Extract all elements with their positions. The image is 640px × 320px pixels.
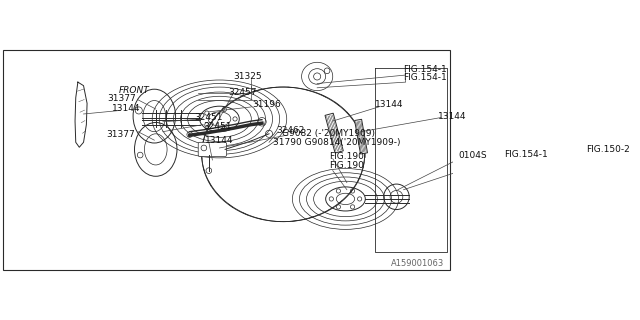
Polygon shape bbox=[355, 119, 367, 154]
Text: 31377: 31377 bbox=[106, 130, 135, 139]
Text: FIG.150-2: FIG.150-2 bbox=[586, 145, 630, 154]
Text: 32457: 32457 bbox=[228, 88, 257, 97]
Text: 32451: 32451 bbox=[203, 122, 232, 131]
Text: 31196: 31196 bbox=[253, 100, 282, 109]
Text: 32462: 32462 bbox=[276, 126, 305, 135]
Text: 13144: 13144 bbox=[375, 100, 404, 109]
Text: FIG.190: FIG.190 bbox=[329, 152, 364, 161]
Text: FIG.154-1: FIG.154-1 bbox=[404, 65, 447, 74]
Text: G9082 (-'20MY1909): G9082 (-'20MY1909) bbox=[282, 129, 375, 138]
Text: FIG.190: FIG.190 bbox=[329, 161, 364, 170]
Text: 31325: 31325 bbox=[234, 72, 262, 81]
Polygon shape bbox=[75, 82, 87, 147]
Text: 31790 G90814('20MY1909-): 31790 G90814('20MY1909-) bbox=[273, 138, 400, 147]
Text: 13144: 13144 bbox=[205, 136, 234, 145]
Text: 13144: 13144 bbox=[112, 104, 140, 113]
Text: 31377: 31377 bbox=[108, 94, 136, 103]
Text: A159001063: A159001063 bbox=[391, 259, 445, 268]
FancyBboxPatch shape bbox=[198, 142, 227, 156]
Text: FIG.154-1: FIG.154-1 bbox=[504, 150, 548, 159]
Text: 13144: 13144 bbox=[438, 112, 466, 121]
Polygon shape bbox=[325, 113, 343, 153]
Text: 0104S: 0104S bbox=[459, 150, 488, 160]
Text: FRONT: FRONT bbox=[119, 86, 150, 95]
Text: 32451: 32451 bbox=[194, 113, 223, 122]
Text: FIG.154-1: FIG.154-1 bbox=[404, 73, 447, 82]
